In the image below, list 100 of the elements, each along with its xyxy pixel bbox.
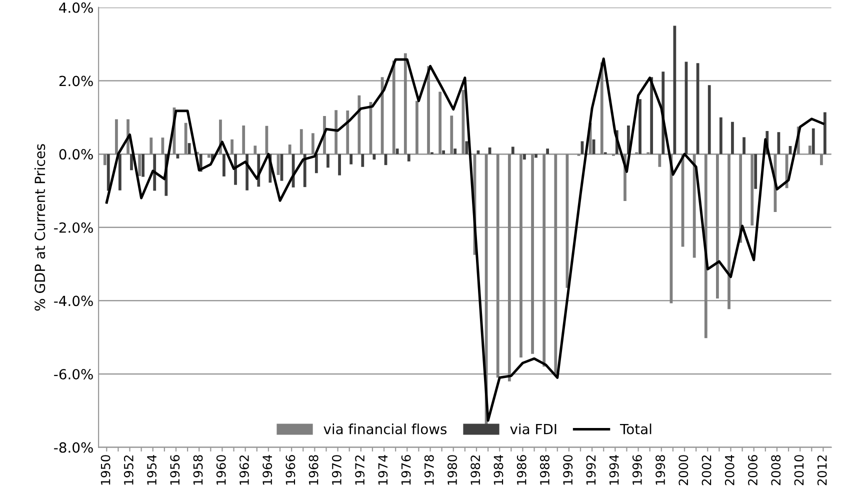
bar <box>407 154 410 162</box>
x-tick-label: 1992 <box>586 455 596 485</box>
bar <box>719 117 722 154</box>
bar <box>750 154 754 226</box>
x-tick-label: 1956 <box>170 455 180 485</box>
bar <box>820 154 823 166</box>
bar <box>153 154 156 191</box>
bar <box>288 144 292 154</box>
bar <box>242 125 246 154</box>
y-axis-title: % GDP at Current Prices <box>34 144 46 311</box>
bar <box>462 90 465 154</box>
bar <box>230 139 234 154</box>
legend-label: Total <box>620 424 652 434</box>
bar <box>531 154 534 354</box>
bar <box>338 154 341 176</box>
line-series <box>105 58 824 422</box>
bar <box>716 154 719 298</box>
bar <box>138 154 142 176</box>
bar <box>442 150 445 154</box>
bar <box>450 116 454 154</box>
bar <box>404 53 407 154</box>
bar <box>542 154 546 367</box>
bar <box>326 154 330 168</box>
bar <box>300 129 303 154</box>
bar <box>708 85 711 154</box>
x-tick-label: 2004 <box>724 454 734 486</box>
bar <box>150 138 153 154</box>
bar <box>754 154 758 189</box>
bar <box>142 154 144 177</box>
x-tick-label: 1978 <box>424 455 434 485</box>
legend-label: via financial flows <box>324 424 447 434</box>
bar <box>427 66 430 154</box>
x-tick-label: 1986 <box>516 455 526 485</box>
bar <box>118 154 122 190</box>
x-tick-label: 1950 <box>100 455 110 485</box>
bar <box>334 110 338 154</box>
bar <box>823 112 826 154</box>
x-tick-label: 2012 <box>817 455 827 486</box>
bar <box>742 137 746 154</box>
x-tick-label: 1980 <box>448 455 457 485</box>
bar <box>728 154 730 310</box>
x-tick-label: 2002 <box>702 455 712 486</box>
x-tick-label: 1988 <box>540 455 550 485</box>
bar <box>534 154 538 158</box>
bar <box>314 154 318 174</box>
x-tick-label: 2006 <box>748 455 758 486</box>
bar <box>115 119 118 154</box>
bar <box>303 154 306 188</box>
bar <box>392 60 396 154</box>
bar <box>184 122 188 154</box>
x-tick-label: 1994 <box>609 454 619 485</box>
x-tick-label: 1970 <box>332 455 342 485</box>
bar <box>658 154 662 167</box>
x-tick-label: 1954 <box>147 454 156 485</box>
x-tick-label: 1984 <box>494 454 504 485</box>
bar <box>222 154 226 176</box>
bar <box>600 62 604 154</box>
y-tick-label: -6.0% <box>54 368 93 380</box>
bar <box>692 154 696 258</box>
x-tick-label: 2008 <box>771 455 781 486</box>
x-tick-label: 1976 <box>401 455 411 485</box>
legend-label: via FDI <box>510 424 556 434</box>
bar <box>207 154 210 158</box>
bar <box>346 110 350 154</box>
y-tick-label: 0.0% <box>59 149 93 160</box>
bar <box>396 148 399 154</box>
bar <box>438 92 442 154</box>
bar <box>638 99 642 154</box>
bar <box>106 154 110 191</box>
x-tick-label: 1952 <box>124 455 134 485</box>
bar <box>350 154 353 164</box>
x-tick-label: 1974 <box>378 454 388 485</box>
y-tick-label: -8.0% <box>54 442 93 453</box>
bar <box>523 154 526 160</box>
bar <box>496 154 500 378</box>
bar <box>511 146 514 154</box>
y-tick-label: 2.0% <box>59 76 93 86</box>
x-tick-label: 1966 <box>286 455 296 485</box>
x-tick-label: 1962 <box>240 455 249 485</box>
y-tick-label: 4.0% <box>59 2 93 13</box>
x-tick-label: 1990 <box>563 455 573 485</box>
x-tick-label: 1960 <box>216 455 226 485</box>
bar <box>554 154 558 374</box>
bar <box>465 141 468 154</box>
bar <box>416 100 418 154</box>
bar <box>808 146 812 154</box>
bar <box>520 154 522 358</box>
bar <box>254 146 257 154</box>
x-tick-label: 1968 <box>308 455 318 485</box>
x-tick-label: 1998 <box>656 455 666 485</box>
bar <box>812 128 815 154</box>
bar <box>361 154 364 167</box>
x-tick-label: 1958 <box>193 455 203 485</box>
x-tick-label: 2000 <box>678 455 688 486</box>
y-tick-label: -2.0% <box>54 222 93 233</box>
bar <box>650 77 654 154</box>
y-tick-label: -4.0% <box>54 296 93 306</box>
bar <box>508 154 511 382</box>
x-tick-label: 1964 <box>262 454 272 485</box>
bar <box>731 122 734 154</box>
